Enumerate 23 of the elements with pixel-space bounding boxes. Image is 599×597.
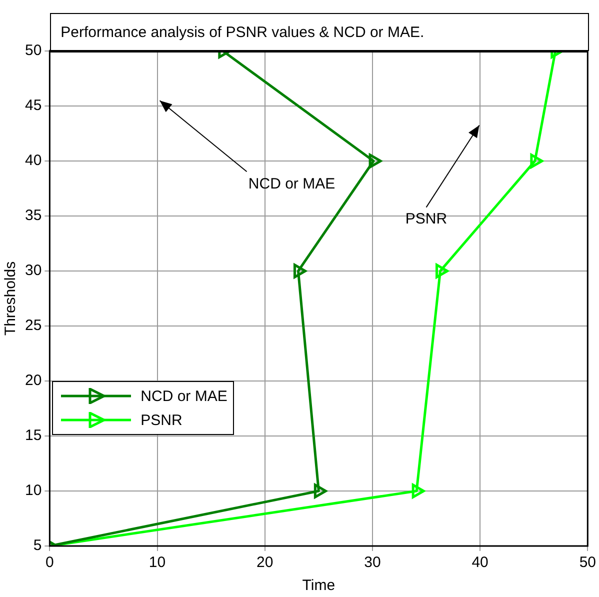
chart-title: Performance analysis of PSNR values & NCD or MAE. [50, 13, 589, 51]
y-tick-label: 15 [24, 427, 42, 444]
y-tick-label: 30 [24, 262, 42, 280]
x-tick-label: 0 [46, 554, 54, 572]
y-axis-title: Thresholds [2, 261, 20, 336]
y-tick-label: 10 [24, 482, 42, 500]
x-tick-label: 40 [472, 554, 488, 572]
y-tick-label: 25 [24, 317, 42, 334]
annotation: NCD or MAE [248, 175, 336, 192]
y-tick-label: 50 [24, 42, 42, 60]
y-tick-label: 5 [33, 537, 42, 554]
annotation: PSNR [405, 210, 448, 228]
y-tick-label: 45 [24, 97, 42, 114]
y-tick-label: 40 [24, 152, 42, 170]
x-tick-label: 50 [579, 554, 596, 572]
x-tick-label: 10 [148, 554, 166, 572]
y-tick-label: 20 [24, 372, 42, 390]
y-tick-label: 35 [24, 207, 42, 224]
x-axis-title: Time [302, 577, 336, 594]
x-tick-label: 30 [364, 554, 381, 572]
legend-label: NCD or MAE [140, 388, 228, 404]
legend-label: PSNR [140, 412, 182, 428]
x-tick-label: 20 [256, 554, 274, 572]
